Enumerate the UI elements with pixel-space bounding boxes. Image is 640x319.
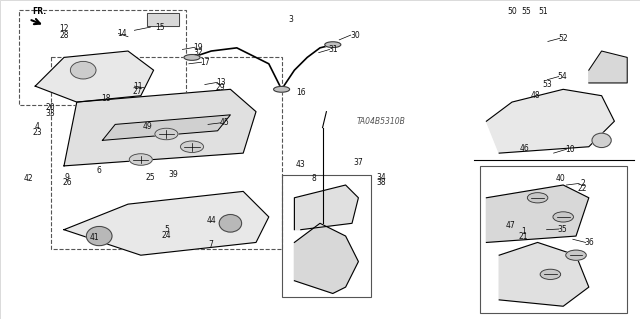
Polygon shape <box>486 185 589 242</box>
Circle shape <box>129 154 152 165</box>
Text: 25: 25 <box>145 173 156 182</box>
Polygon shape <box>294 223 358 293</box>
Circle shape <box>527 193 548 203</box>
Text: 40: 40 <box>556 174 566 182</box>
Text: 52: 52 <box>558 34 568 43</box>
Text: 12: 12 <box>60 24 68 33</box>
Ellipse shape <box>70 62 96 79</box>
Text: 43: 43 <box>296 160 306 169</box>
Bar <box>282 175 371 297</box>
Text: 16: 16 <box>296 88 306 97</box>
Polygon shape <box>499 242 589 306</box>
Text: FR.: FR. <box>32 7 46 16</box>
Text: 48: 48 <box>530 91 540 100</box>
Text: 21: 21 <box>519 232 528 241</box>
Text: 19: 19 <box>193 43 204 52</box>
Text: 2: 2 <box>580 179 585 188</box>
Text: 26: 26 <box>62 178 72 187</box>
Text: 29: 29 <box>216 83 226 92</box>
Text: 17: 17 <box>200 58 210 67</box>
Text: 24: 24 <box>161 231 172 240</box>
Text: 32: 32 <box>193 48 204 57</box>
Text: 38: 38 <box>376 178 386 187</box>
Polygon shape <box>35 51 154 102</box>
Polygon shape <box>486 89 614 153</box>
Text: 35: 35 <box>557 225 567 234</box>
Text: 49: 49 <box>142 122 152 130</box>
Text: 50: 50 <box>507 7 517 16</box>
Bar <box>147 13 179 26</box>
Text: 15: 15 <box>155 23 165 32</box>
Text: 18: 18 <box>101 94 110 103</box>
Ellipse shape <box>184 55 200 60</box>
Text: 27: 27 <box>132 87 143 96</box>
Polygon shape <box>102 115 230 140</box>
Ellipse shape <box>86 226 112 246</box>
Text: 44: 44 <box>206 216 216 225</box>
Text: 10: 10 <box>564 145 575 154</box>
Text: 31: 31 <box>328 45 338 54</box>
Text: 22: 22 <box>578 184 587 193</box>
Text: 51: 51 <box>538 7 548 16</box>
Ellipse shape <box>592 133 611 148</box>
Text: 11: 11 <box>133 82 142 91</box>
Text: 46: 46 <box>520 144 530 153</box>
Text: 13: 13 <box>216 78 226 87</box>
Text: 9: 9 <box>65 173 70 182</box>
Circle shape <box>540 269 561 279</box>
Bar <box>147 13 179 26</box>
Ellipse shape <box>219 214 241 232</box>
Bar <box>51 57 282 249</box>
Text: 1: 1 <box>521 227 526 236</box>
Text: 28: 28 <box>60 31 68 40</box>
Circle shape <box>566 250 586 260</box>
Text: 47: 47 <box>506 221 516 230</box>
Text: 3: 3 <box>289 15 294 24</box>
Text: TA04B5310B: TA04B5310B <box>356 117 405 126</box>
Text: 41: 41 <box>90 233 100 242</box>
Text: 5: 5 <box>164 225 169 234</box>
Circle shape <box>180 141 204 152</box>
Circle shape <box>553 212 573 222</box>
Polygon shape <box>64 191 269 255</box>
Polygon shape <box>294 185 358 230</box>
Circle shape <box>155 128 178 140</box>
Text: 30: 30 <box>350 31 360 40</box>
Polygon shape <box>589 51 627 83</box>
Text: 54: 54 <box>557 72 567 81</box>
Text: 39: 39 <box>168 170 178 179</box>
Text: 37: 37 <box>353 158 364 167</box>
Text: 45: 45 <box>219 118 229 127</box>
Text: 6: 6 <box>97 166 102 175</box>
Text: 42: 42 <box>24 174 34 183</box>
Text: 55: 55 <box>521 7 531 16</box>
Text: 34: 34 <box>376 173 386 182</box>
Text: 8: 8 <box>311 174 316 183</box>
Text: 4: 4 <box>35 122 40 131</box>
Ellipse shape <box>325 42 341 48</box>
Text: 23: 23 <box>32 128 42 137</box>
Bar <box>480 166 627 313</box>
Text: 53: 53 <box>542 80 552 89</box>
Polygon shape <box>64 89 256 166</box>
Ellipse shape <box>274 86 290 92</box>
Text: 36: 36 <box>584 238 594 247</box>
Text: 33: 33 <box>45 109 55 118</box>
Text: 20: 20 <box>45 103 55 112</box>
Bar <box>19 10 186 105</box>
Text: 7: 7 <box>209 240 214 249</box>
Text: 14: 14 <box>116 29 127 38</box>
